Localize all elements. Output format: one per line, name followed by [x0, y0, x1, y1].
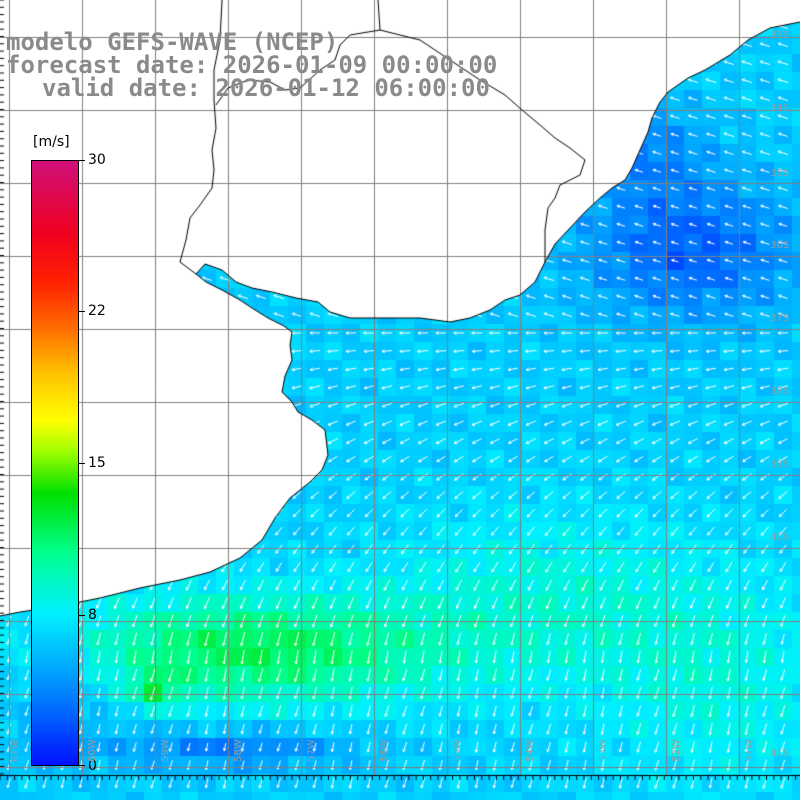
lon-label: 59W: [159, 739, 171, 762]
lat-label: 40S: [770, 532, 790, 543]
colorbar-unit: [m/s]: [33, 134, 70, 150]
lon-label: 52W: [670, 739, 682, 762]
colorbar-tick-label: 8: [88, 607, 97, 623]
lat-label: 33S: [770, 30, 790, 41]
lat-label: 35S: [770, 168, 790, 179]
lat-label: 34S: [770, 103, 790, 114]
lon-label: 58W: [232, 739, 244, 762]
lat-label: 39S: [770, 459, 790, 470]
lat-label: 36S: [770, 240, 790, 251]
lon-label: 56W: [378, 739, 390, 762]
colorbar-tick-label: 30: [88, 152, 106, 168]
forecast-date: forecast date: 2026-01-09 00:00:00: [6, 51, 498, 79]
lat-label: 37S: [770, 313, 790, 324]
lon-label: 61W: [9, 739, 21, 762]
valid-date: valid date: 2026-01-12 06:00:00: [42, 74, 490, 102]
colorbar-tick: [79, 463, 85, 464]
lon-label: 53W: [597, 739, 609, 762]
lat-label: 41S: [770, 748, 790, 759]
colorbar-tick-label: 22: [88, 303, 106, 319]
lon-label: 60W: [86, 739, 98, 762]
lon-label: 55W: [451, 739, 463, 762]
lat-label: 38S: [770, 386, 790, 397]
model-title: modelo GEFS-WAVE (NCEP): [6, 28, 339, 56]
colorbar-tick: [79, 765, 85, 766]
colorbar-tick-label: 0: [88, 758, 97, 774]
lon-label: 51W: [743, 739, 755, 762]
lon-label: 54W: [524, 739, 536, 762]
colorbar-tick: [79, 615, 85, 616]
colorbar-tick: [79, 160, 85, 161]
colorbar: [31, 160, 79, 766]
colorbar-tick-label: 15: [88, 455, 106, 471]
colorbar-tick: [79, 311, 85, 312]
lon-label: 57W: [305, 739, 317, 762]
